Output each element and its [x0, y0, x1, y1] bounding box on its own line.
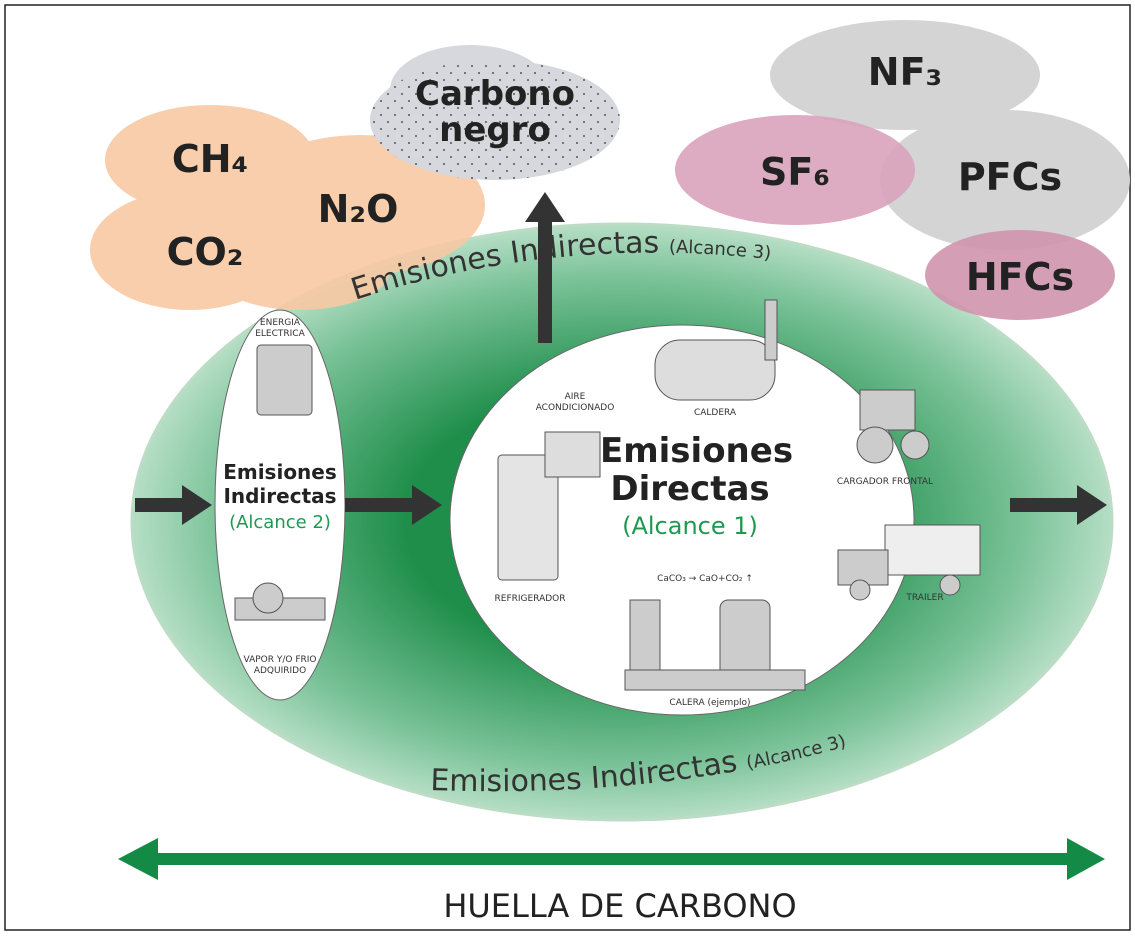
scope1-formula: CaCO₃ → CaO+CO₂ ↑ [657, 574, 753, 584]
cloud-label: N₂O [318, 187, 399, 231]
arrows [135, 192, 1107, 525]
cloud-black-carbon [370, 45, 620, 180]
black-carbon-label: Carbono negro [415, 74, 575, 150]
icons [234, 299, 981, 691]
frame [4, 4, 1131, 931]
footprint-arrow [118, 838, 1105, 880]
cloud-label: HFCs [966, 255, 1074, 299]
scope1-item: CALERA (ejemplo) [669, 698, 751, 708]
cloud-label: CH₄ [172, 137, 248, 181]
scope1-scope: (Alcance 1) [622, 512, 758, 540]
cloud-label: NF₃ [868, 50, 942, 94]
cloud-label: PFCs [958, 155, 1062, 199]
cloud-label: SF₆ [760, 150, 830, 194]
scope2-scope: (Alcance 2) [229, 512, 331, 533]
scope1-title: Emisiones Directas [600, 431, 794, 509]
footer-label: HUELLA DE CARBONO [443, 887, 796, 925]
scope1-item: TRAILER [906, 593, 944, 603]
scope1-ellipse [449, 324, 915, 716]
scope2-item: ENERGIA ELECTRICA [255, 318, 305, 339]
scope2-item: VAPOR Y/O FRIO ADQUIRIDO [243, 655, 317, 676]
cloud-group-right [675, 20, 1130, 320]
scope1-item: CALDERA [693, 408, 737, 418]
scope1-item: CARGADOR FRONTAL [836, 477, 934, 487]
scope1-item: AIRE ACONDICIONADO [535, 392, 615, 413]
cloud-label: CO₂ [167, 230, 244, 274]
scope2-title: Emisiones Indirectas [223, 460, 337, 508]
scope1-item: REFRIGERADOR [494, 594, 566, 604]
cloud-group-left [90, 105, 485, 310]
